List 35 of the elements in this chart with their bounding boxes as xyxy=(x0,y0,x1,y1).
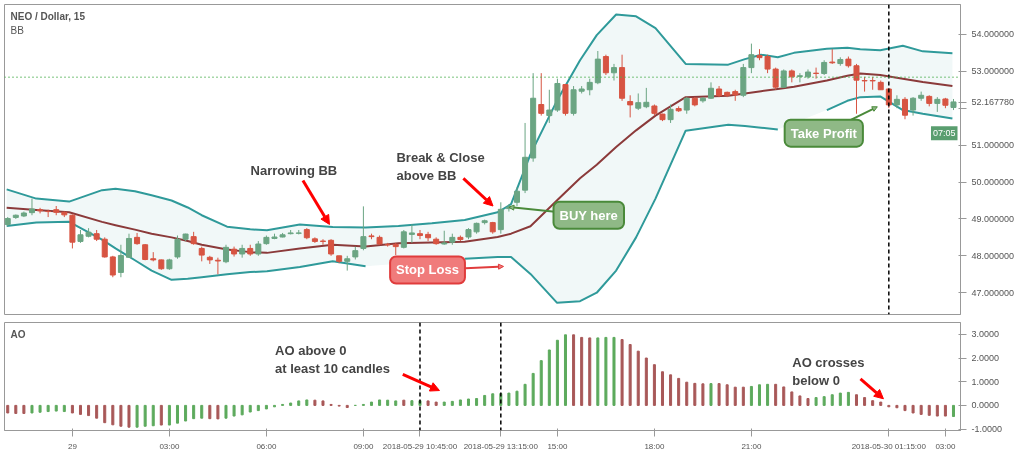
text: BB xyxy=(10,24,25,36)
x-tick-label: 15:00 xyxy=(547,441,568,451)
x-tick-label: 09:00 xyxy=(353,441,374,451)
annotation: Take Profit xyxy=(790,125,858,141)
y-tick-label: 47.000000 xyxy=(971,287,1015,298)
x-tick-label: 2018-05-29 13:15:00 xyxy=(463,441,539,451)
text: AO xyxy=(10,328,26,340)
y-tick-label: 48.000000 xyxy=(971,250,1015,261)
annotation: AO crosses below 0 xyxy=(792,354,865,388)
y-tick-label: 0.0000 xyxy=(971,400,1000,411)
y-tick-label: 1.0000 xyxy=(971,376,1000,387)
y-tick-label: 51.000000 xyxy=(971,140,1015,151)
annotation: Break & Close above BB xyxy=(396,149,485,183)
text: NEO / Dollar, 15 xyxy=(10,10,86,22)
y-tick-label: 2.0000 xyxy=(971,353,1000,364)
y-tick-label: 50.000000 xyxy=(971,177,1015,188)
y-tick-label: -1.0000 xyxy=(971,424,1003,435)
x-tick-label: 2018-05-30 01:15:00 xyxy=(851,441,927,451)
annotation: Narrowing BB xyxy=(250,162,338,178)
x-tick-label: 03:00 xyxy=(159,441,180,451)
x-tick-label: 2018-05-29 10:45:00 xyxy=(382,441,458,451)
x-tick-label: 18:00 xyxy=(644,441,665,451)
annotation: BUY here xyxy=(559,207,618,223)
y-tick-label: 53.000000 xyxy=(971,66,1015,77)
y-tick-label: 49.000000 xyxy=(971,213,1015,224)
x-tick-label: 29 xyxy=(67,441,78,451)
x-tick-label: 06:00 xyxy=(256,441,277,451)
y-tick-label: 52.167780 xyxy=(971,97,1015,108)
annotation: Stop Loss xyxy=(396,262,459,278)
annotation: 07:05 xyxy=(932,128,956,139)
x-tick-label: 03:00 xyxy=(935,441,956,451)
y-tick-label: 3.0000 xyxy=(971,329,1000,340)
y-tick-label: 54.000000 xyxy=(971,29,1015,40)
x-tick-label: 21:00 xyxy=(741,441,762,451)
annotation: AO above 0 at least 10 candles xyxy=(275,342,390,376)
